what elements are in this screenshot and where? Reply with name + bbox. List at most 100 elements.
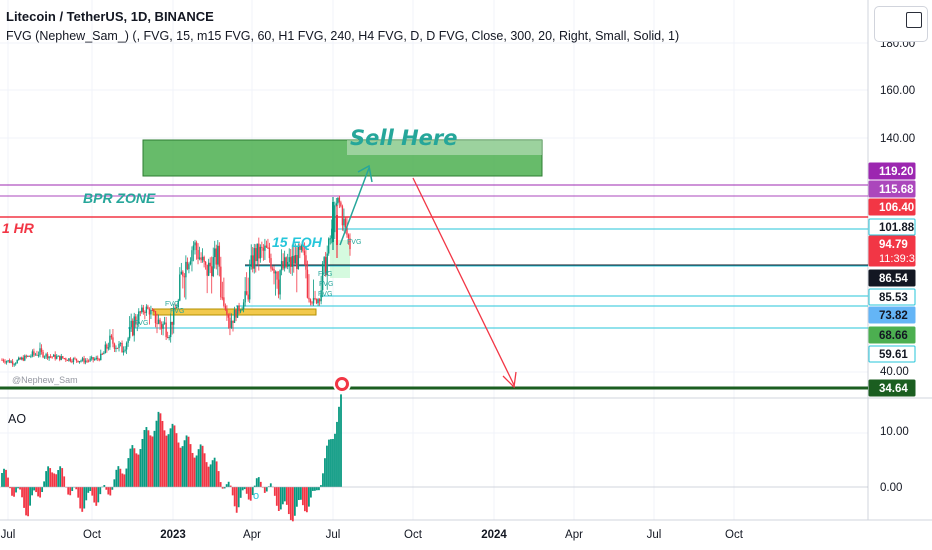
ao-bar	[119, 468, 122, 487]
ao-bar	[93, 487, 96, 503]
ao-bar	[15, 487, 17, 493]
candle-body	[334, 205, 336, 233]
candle-body	[220, 266, 222, 298]
candle-body	[142, 307, 145, 313]
ao-bar	[247, 487, 250, 500]
candle-body	[106, 344, 108, 349]
candle-body	[52, 354, 55, 357]
candle-body	[198, 257, 201, 259]
candle-body	[242, 302, 245, 310]
candle-body	[256, 243, 259, 262]
candle-body	[318, 299, 321, 302]
ao-histogram	[0, 394, 868, 522]
ao-bar	[295, 487, 298, 507]
symbol-title[interactable]: Litecoin / TetherUS, 1D, BINANCE	[6, 9, 214, 24]
ao-pane-label[interactable]: AO	[8, 412, 27, 426]
ao-bar	[57, 470, 60, 487]
candle-body	[179, 274, 181, 301]
indicator-legend[interactable]: FVG (Nephew_Sam_) (, FVG, 15, m15 FVG, 6…	[6, 29, 680, 43]
candle-body	[31, 351, 34, 357]
price-label-box	[868, 180, 916, 198]
candle-body	[109, 335, 111, 348]
ao-bar	[199, 444, 202, 487]
candle-body	[299, 246, 301, 250]
candle-body	[97, 357, 99, 360]
ao-bar	[181, 446, 184, 487]
fvg-tag: FVG	[170, 308, 184, 315]
time-tick-label: Jul	[647, 529, 662, 541]
candle-body	[7, 360, 9, 362]
ao-bar	[203, 453, 206, 487]
candle-body	[282, 261, 284, 269]
candle-body	[163, 322, 166, 324]
candle-body	[347, 234, 350, 239]
candle-body	[194, 242, 196, 246]
ao-bar	[249, 487, 252, 501]
candle-body	[153, 310, 155, 312]
candle-body	[118, 343, 120, 348]
candle-body	[233, 309, 236, 323]
price-label-box	[868, 306, 916, 324]
ao-bar	[221, 487, 224, 489]
candle-body	[37, 354, 40, 356]
ao-bar	[31, 487, 33, 496]
ao-bar	[201, 445, 204, 487]
ao-bar	[299, 487, 302, 500]
price-label-box	[868, 288, 916, 306]
candle-body	[286, 261, 289, 267]
candle-body	[174, 307, 176, 309]
ao-bar	[279, 487, 282, 510]
candle-body	[84, 360, 87, 363]
up-arrow-head	[357, 164, 373, 183]
candle-body	[139, 311, 141, 313]
candle-body	[51, 356, 53, 358]
sell-here-label: Sell Here	[350, 126, 458, 150]
candle-body	[329, 238, 331, 240]
ao-bar	[109, 487, 112, 496]
candle-body	[201, 256, 204, 261]
ao-bar	[35, 487, 38, 493]
ao-bar	[213, 457, 216, 487]
ao-bar	[229, 485, 232, 487]
candle-body	[224, 305, 227, 310]
candle-body	[24, 355, 26, 361]
candle-body	[89, 358, 91, 361]
candle-body	[157, 319, 160, 324]
ao-bar	[328, 439, 330, 487]
bpr-zone-label: BPR ZONE	[83, 190, 156, 206]
price-label-box	[868, 218, 916, 236]
candle-body	[244, 291, 246, 303]
ao-bar	[113, 479, 116, 487]
ao-bar	[1, 473, 3, 487]
candle-body	[344, 218, 347, 228]
candle-body	[250, 255, 252, 267]
ao-bar	[251, 487, 254, 496]
candle-body	[104, 344, 107, 354]
candle-body	[326, 253, 328, 276]
eqh-label: 15 EQH	[272, 234, 323, 250]
ao-bar	[111, 487, 114, 490]
candle-body	[2, 359, 5, 362]
ao-bar	[237, 487, 240, 508]
candle-body	[188, 264, 190, 270]
ao-bar	[301, 487, 304, 506]
candle-body	[147, 306, 149, 310]
candle-body	[60, 356, 62, 360]
ao-bar	[123, 474, 126, 487]
ao-bar	[129, 448, 132, 487]
candle-body	[264, 245, 266, 251]
fvg-box	[330, 240, 350, 278]
price-tick-label: 160.00	[880, 85, 915, 97]
candle-body	[204, 261, 207, 265]
candle-body	[21, 357, 23, 360]
ao-bar	[43, 481, 46, 487]
candle-body	[14, 363, 17, 365]
candle-body	[74, 358, 76, 360]
ao-bar	[336, 421, 338, 487]
candle-body	[317, 299, 319, 304]
ao-bar	[163, 430, 166, 487]
candle-body	[113, 343, 116, 349]
ao-bar	[297, 487, 300, 501]
candle-body	[294, 255, 296, 264]
